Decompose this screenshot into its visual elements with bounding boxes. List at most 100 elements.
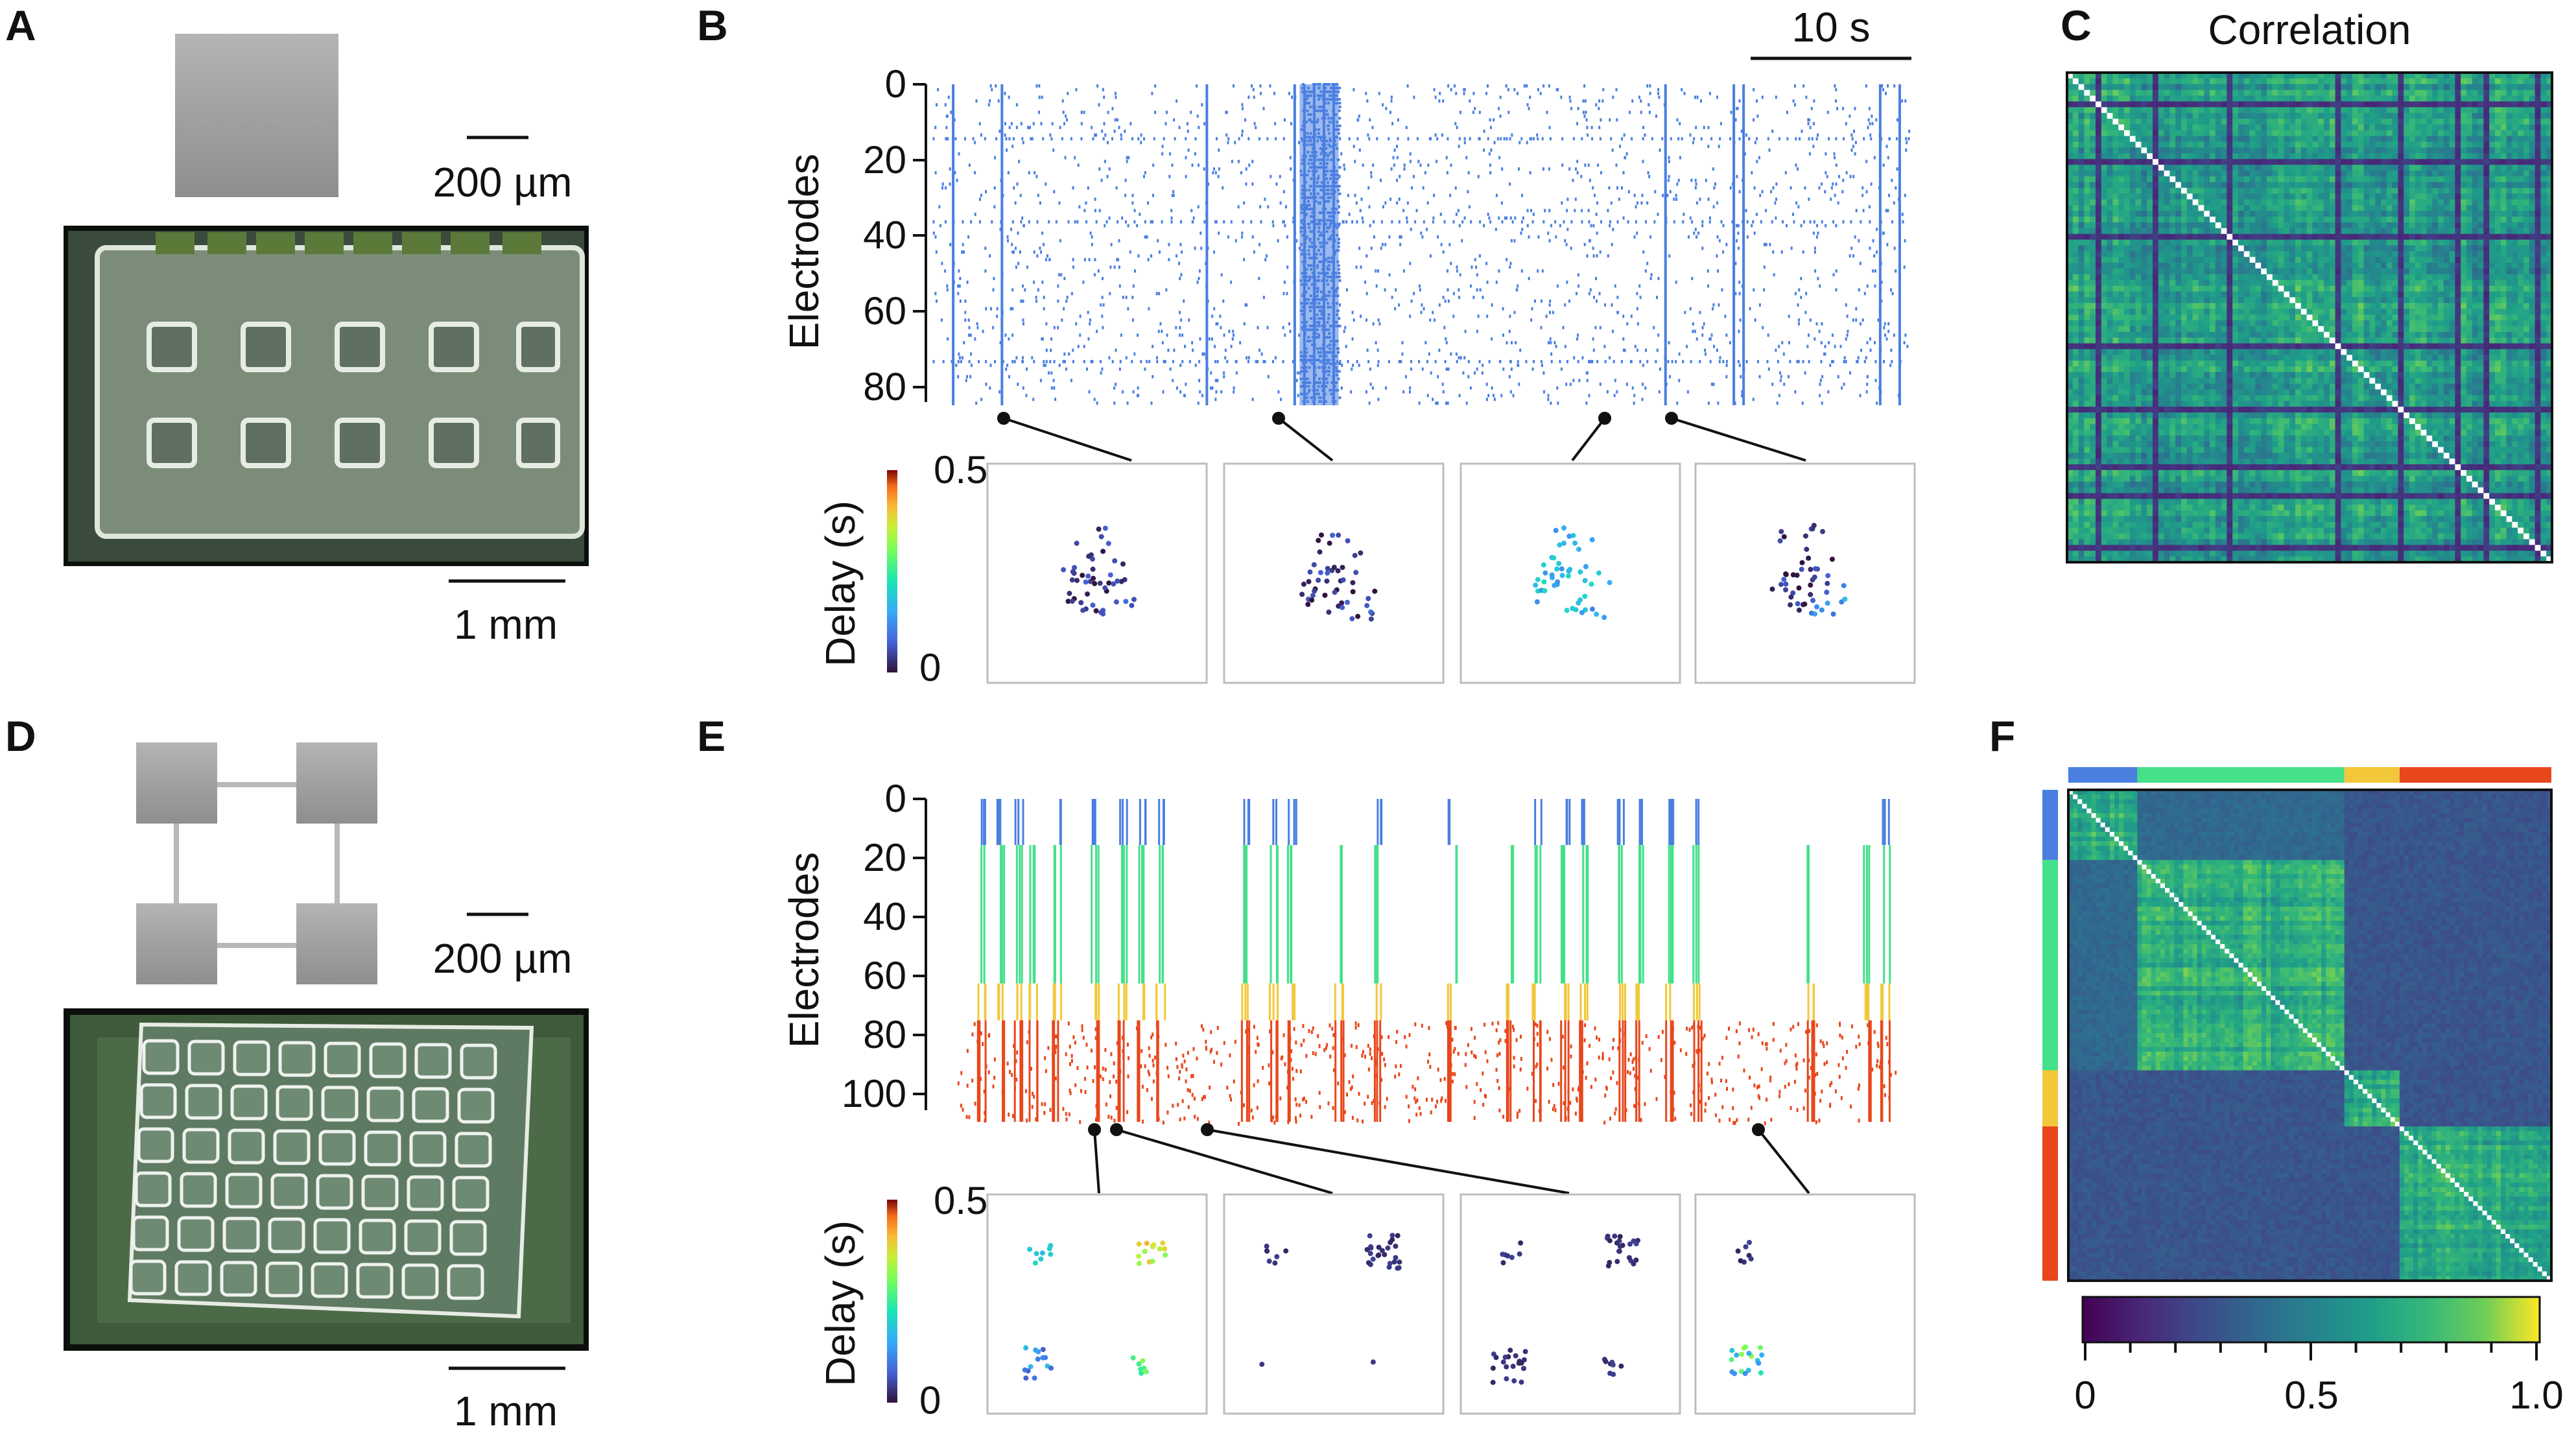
heat-cell bbox=[2295, 217, 2302, 223]
heat-cell bbox=[2147, 141, 2153, 148]
heat-cell bbox=[2363, 285, 2370, 292]
heat-cell bbox=[2369, 84, 2376, 91]
heat-cell bbox=[2107, 165, 2113, 171]
heat-cell bbox=[2466, 372, 2473, 379]
heat-cell bbox=[2426, 303, 2433, 309]
heat-cell bbox=[2118, 73, 2125, 79]
heat-cell bbox=[2306, 361, 2313, 367]
heat-cell bbox=[2495, 147, 2501, 154]
heat-cell bbox=[2300, 372, 2308, 379]
heat-cell bbox=[2318, 297, 2324, 303]
heat-cell bbox=[2409, 119, 2416, 125]
heat-cell bbox=[2404, 291, 2410, 298]
heat-cell bbox=[2112, 279, 2119, 287]
heat-cell bbox=[2432, 119, 2439, 125]
heat-cell bbox=[2289, 222, 2296, 229]
heat-cell bbox=[2415, 263, 2422, 269]
heat-cell bbox=[2483, 205, 2490, 211]
heat-cell bbox=[2529, 124, 2536, 131]
heat-cell bbox=[2090, 222, 2096, 229]
heat-cell bbox=[2375, 274, 2381, 281]
heat-cell bbox=[2523, 141, 2530, 148]
heat-cell bbox=[2495, 377, 2501, 385]
raster-b-ylabel: Electrodes bbox=[781, 154, 827, 350]
heat-cell bbox=[2495, 78, 2501, 85]
heat-cell bbox=[2404, 136, 2410, 143]
heat-cell bbox=[2375, 78, 2381, 85]
heat-cell bbox=[2398, 136, 2404, 143]
heat-cell bbox=[2278, 377, 2284, 385]
heat-cell bbox=[2329, 211, 2336, 217]
heat-cell bbox=[2404, 377, 2410, 385]
heat-cell bbox=[2535, 107, 2541, 113]
heat-cell bbox=[2506, 182, 2512, 189]
heat-cell bbox=[2409, 124, 2416, 131]
heat-cell bbox=[2352, 84, 2359, 91]
heat-cell bbox=[2153, 349, 2159, 355]
heat-cell bbox=[2489, 119, 2496, 125]
heat-cell bbox=[2449, 285, 2455, 292]
heat-cell bbox=[2506, 176, 2512, 183]
heat-cell bbox=[2540, 222, 2547, 229]
heat-cell bbox=[2392, 165, 2398, 171]
heat-cell bbox=[2186, 291, 2193, 298]
heat-cell bbox=[2118, 274, 2125, 281]
heat-cell bbox=[2210, 119, 2216, 125]
heat-cell bbox=[2238, 309, 2245, 315]
heat-cell bbox=[2346, 389, 2353, 396]
heat-cell bbox=[2455, 315, 2461, 321]
heat-cell bbox=[2352, 136, 2359, 143]
heat-cell bbox=[2335, 73, 2341, 79]
heat-cell bbox=[2107, 326, 2113, 333]
heat-cell bbox=[2107, 89, 2113, 97]
heat-cell bbox=[2272, 285, 2279, 292]
heat-cell bbox=[2112, 153, 2119, 160]
heat-cell bbox=[2072, 372, 2079, 379]
heat-cell bbox=[2329, 107, 2336, 113]
heat-cell bbox=[2267, 355, 2273, 361]
heat-cell bbox=[2232, 205, 2239, 211]
heat-cell bbox=[2243, 372, 2251, 379]
heat-cell bbox=[2461, 233, 2467, 241]
heat-cell bbox=[2186, 193, 2193, 200]
delay-dot bbox=[1810, 597, 1816, 603]
heat-cell bbox=[2238, 233, 2245, 241]
heat-cell bbox=[2221, 285, 2227, 292]
heat-cell bbox=[2221, 89, 2227, 97]
heat-cell bbox=[2318, 279, 2324, 287]
heat-cell bbox=[2067, 107, 2074, 113]
heat-cell bbox=[2357, 73, 2365, 79]
heat-cell bbox=[2300, 389, 2308, 396]
heat-cell bbox=[2141, 361, 2147, 367]
heat-cell bbox=[2529, 84, 2536, 91]
heat-cell bbox=[2449, 320, 2455, 327]
heat-cell bbox=[2546, 343, 2553, 350]
heat-cell bbox=[2346, 361, 2353, 367]
heat-cell bbox=[2426, 171, 2433, 177]
heat-cell bbox=[2135, 153, 2142, 160]
heat-cell bbox=[2107, 130, 2113, 137]
heat-cell bbox=[2324, 130, 2330, 137]
heat-cell bbox=[2227, 309, 2233, 315]
heat-cell bbox=[2227, 147, 2233, 154]
heat-cell bbox=[2204, 222, 2210, 229]
heat-cell bbox=[2164, 355, 2170, 361]
panel-a: A 200 µm 1 mm bbox=[5, 1, 589, 648]
heat-cell bbox=[2477, 182, 2484, 189]
heat-cell bbox=[2306, 239, 2313, 246]
heat-cell bbox=[2147, 130, 2153, 137]
heat-cell bbox=[2375, 187, 2381, 195]
heat-cell bbox=[2192, 119, 2199, 125]
heat-cell bbox=[2540, 147, 2547, 154]
heat-cell bbox=[2489, 211, 2496, 217]
heat-cell bbox=[2192, 95, 2199, 102]
heat-cell bbox=[2335, 297, 2341, 303]
heat-cell bbox=[2186, 355, 2193, 361]
heat-cell bbox=[2261, 84, 2267, 91]
heat-cell bbox=[2461, 274, 2467, 281]
heat-cell bbox=[2129, 361, 2136, 367]
heat-cell bbox=[2415, 113, 2422, 119]
heat-cell bbox=[2118, 263, 2125, 269]
heat-cell bbox=[2090, 285, 2096, 292]
heat-cell bbox=[2369, 141, 2376, 148]
